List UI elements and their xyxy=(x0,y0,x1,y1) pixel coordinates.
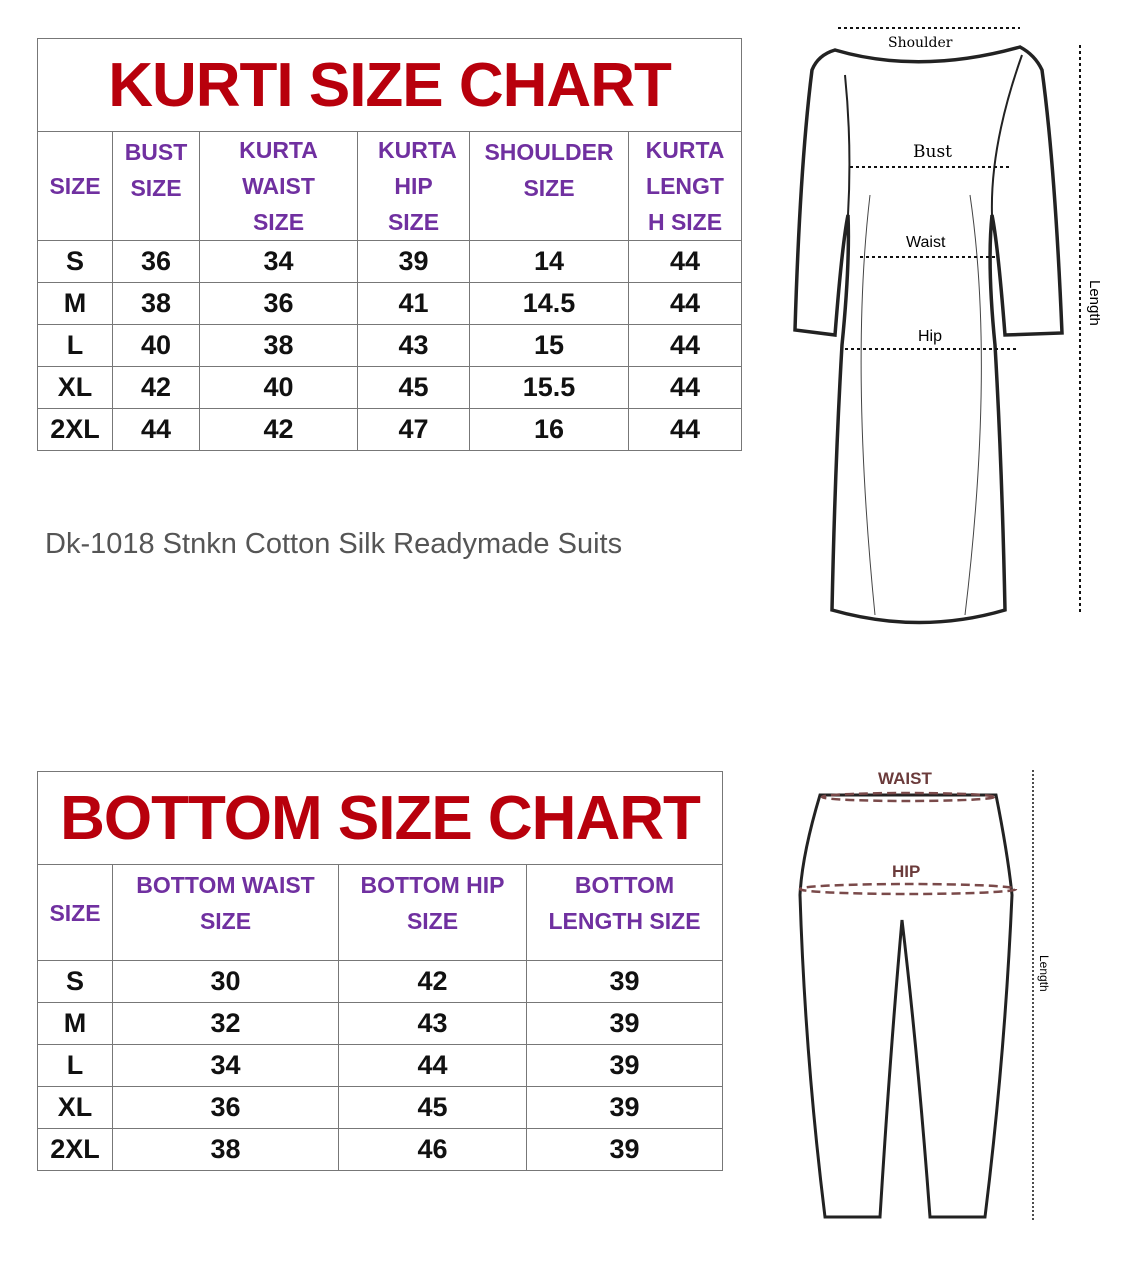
measurement-cell: 38 xyxy=(112,1128,339,1171)
measurement-cell: 14 xyxy=(469,240,629,283)
table-row: M 38 36 41 14.5 44 xyxy=(37,282,743,325)
bust-label: Bust xyxy=(913,142,952,162)
measurement-cell: 15 xyxy=(469,324,629,367)
measurement-cell: 38 xyxy=(199,324,358,367)
measurement-cell: 39 xyxy=(525,1044,724,1087)
measurement-cell: 45 xyxy=(338,1086,527,1129)
measurement-cell: 36 xyxy=(112,240,200,283)
bottom-size-table: BOTTOM SIZE CHART SIZE BOTTOM WAIST SIZE… xyxy=(36,771,724,1171)
size-label: 2XL xyxy=(37,408,113,451)
measurement-cell: 16 xyxy=(469,408,629,451)
header-size: SIZE xyxy=(37,131,113,241)
measurement-cell: 32 xyxy=(112,1002,339,1045)
measurement-cell: 47 xyxy=(357,408,470,451)
measurement-cell: 38 xyxy=(112,282,200,325)
length-label: Length xyxy=(1037,955,1051,992)
header-waist: KURTA WAIST SIZE xyxy=(199,131,358,241)
measurement-cell: 44 xyxy=(627,240,743,283)
size-label: S xyxy=(37,240,113,283)
header-bottom-waist: BOTTOM WAIST SIZE xyxy=(112,864,339,961)
table-row: 2XL 44 42 47 16 44 xyxy=(37,408,743,451)
measurement-cell: 36 xyxy=(199,282,358,325)
header-bottom-hip: BOTTOM HIP SIZE xyxy=(338,864,527,961)
measurement-cell: 39 xyxy=(525,1002,724,1045)
measurement-cell: 44 xyxy=(338,1044,527,1087)
size-label: L xyxy=(37,1044,113,1087)
table-row: L 34 44 39 xyxy=(37,1044,724,1087)
size-label: XL xyxy=(37,366,113,409)
measurement-cell: 44 xyxy=(627,366,743,409)
length-label: Length xyxy=(1086,280,1100,326)
measurement-cell: 43 xyxy=(338,1002,527,1045)
measurement-cell: 34 xyxy=(112,1044,339,1087)
header-bottom-length: BOTTOM LENGTH SIZE xyxy=(525,864,724,961)
table-row: 2XL 38 46 39 xyxy=(37,1128,724,1171)
size-label: XL xyxy=(37,1086,113,1129)
size-label: L xyxy=(37,324,113,367)
table-row: XL 36 45 39 xyxy=(37,1086,724,1129)
size-label: M xyxy=(37,1002,113,1045)
bottom-chart-title: BOTTOM SIZE CHART xyxy=(36,771,724,865)
measurement-cell: 39 xyxy=(525,960,724,1003)
product-caption: Dk-1018 Stnkn Cotton Silk Readymade Suit… xyxy=(45,528,623,560)
measurement-cell: 30 xyxy=(112,960,339,1003)
shoulder-label: Shoulder xyxy=(888,35,953,51)
measurement-cell: 44 xyxy=(627,408,743,451)
hip-label: Hip xyxy=(918,328,942,345)
measurement-cell: 39 xyxy=(525,1086,724,1129)
hip-label: HIP xyxy=(892,862,920,881)
waist-label: Waist xyxy=(906,234,946,251)
measurement-cell: 42 xyxy=(112,366,200,409)
waist-label: WAIST xyxy=(878,769,932,788)
measurement-cell: 14.5 xyxy=(469,282,629,325)
table-row: S 36 34 39 14 44 xyxy=(37,240,743,283)
measurement-cell: 44 xyxy=(112,408,200,451)
measurement-cell: 40 xyxy=(112,324,200,367)
kurti-chart-title: KURTI SIZE CHART xyxy=(36,38,743,132)
header-hip: KURTA HIP SIZE xyxy=(357,131,470,241)
table-row: XL 42 40 45 15.5 44 xyxy=(37,366,743,409)
measurement-cell: 46 xyxy=(338,1128,527,1171)
header-shoulder: SHOULDER SIZE xyxy=(469,131,629,241)
measurement-cell: 44 xyxy=(627,282,743,325)
measurement-cell: 45 xyxy=(357,366,470,409)
measurement-cell: 42 xyxy=(199,408,358,451)
bottom-diagram: WAIST HIP Length xyxy=(798,769,1051,1220)
measurement-cell: 44 xyxy=(627,324,743,367)
measurement-cell: 15.5 xyxy=(469,366,629,409)
measurement-cell: 39 xyxy=(525,1128,724,1171)
header-size: SIZE xyxy=(37,864,113,961)
measurement-cell: 36 xyxy=(112,1086,339,1129)
size-label: M xyxy=(37,282,113,325)
table-row: S 30 42 39 xyxy=(37,960,724,1003)
kurti-size-table: KURTI SIZE CHART SIZE BUST SIZE KURTA WA… xyxy=(36,38,743,451)
measurement-cell: 40 xyxy=(199,366,358,409)
measurement-cell: 43 xyxy=(357,324,470,367)
measurement-cell: 39 xyxy=(357,240,470,283)
size-label: S xyxy=(37,960,113,1003)
measurement-cell: 34 xyxy=(199,240,358,283)
size-label: 2XL xyxy=(37,1128,113,1171)
measurement-cell: 41 xyxy=(357,282,470,325)
header-length: KURTA LENGT H SIZE xyxy=(627,131,743,241)
kurti-diagram: Shoulder Bust Waist Hip Length xyxy=(793,27,1100,625)
header-bust: BUST SIZE xyxy=(112,131,200,241)
measurement-cell: 42 xyxy=(338,960,527,1003)
table-row: L 40 38 43 15 44 xyxy=(37,324,743,367)
table-row: M 32 43 39 xyxy=(37,1002,724,1045)
